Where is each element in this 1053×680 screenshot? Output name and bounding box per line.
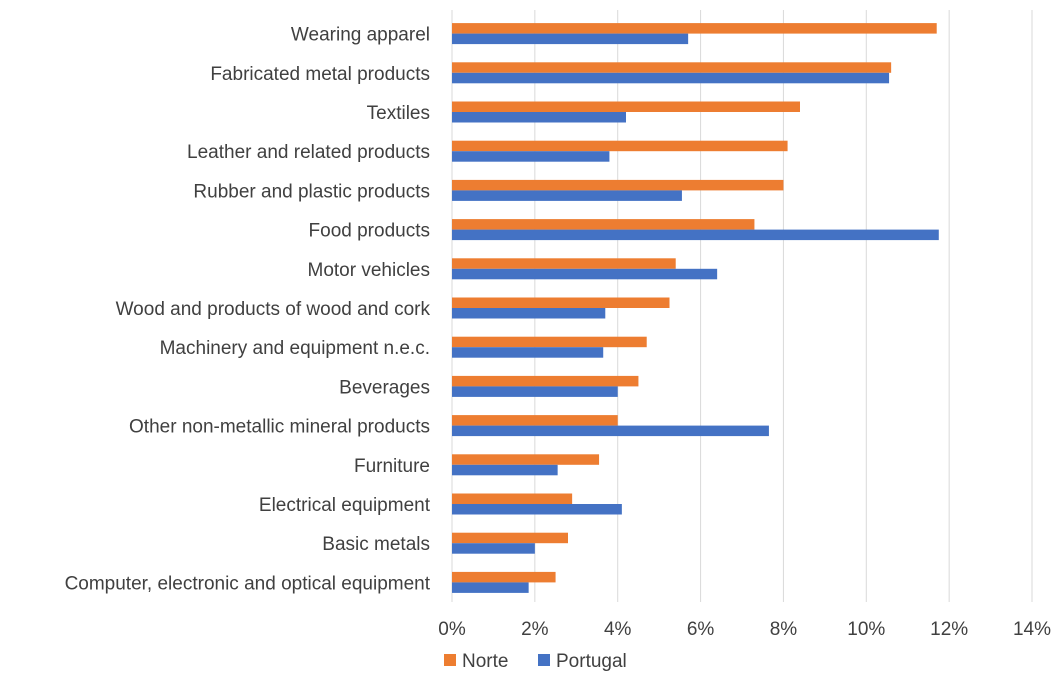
bar-portugal-11	[452, 464, 558, 476]
legend: Norte Portugal	[444, 651, 627, 672]
legend-label: Norte	[462, 651, 508, 672]
category-label: Wearing apparel	[291, 25, 430, 46]
category-label: Other non-metallic mineral products	[129, 417, 430, 438]
x-tick-label: 2%	[521, 619, 549, 640]
bar-norte-4	[452, 179, 784, 191]
bar-portugal-10	[452, 425, 769, 437]
category-label: Basic metals	[322, 534, 430, 555]
category-label: Wood and products of wood and cork	[116, 299, 431, 320]
x-tick-label: 8%	[770, 619, 798, 640]
x-tick-label: 14%	[1013, 619, 1051, 640]
legend-swatch	[538, 654, 550, 666]
bar-portugal-3	[452, 151, 610, 162]
bar-norte-14	[452, 571, 556, 583]
bar-portugal-9	[452, 386, 618, 397]
category-label: Electrical equipment	[259, 495, 431, 516]
category-label: Rubber and plastic products	[193, 181, 430, 202]
bar-norte-2	[452, 101, 800, 112]
legend-label: Portugal	[556, 651, 627, 672]
x-axis-tick-labels: 0% 2% 4% 6% 8% 10% 12% 14%	[438, 619, 1051, 640]
x-tick-label: 4%	[604, 619, 632, 640]
category-label: Motor vehicles	[308, 260, 431, 281]
category-label: Computer, electronic and optical equipme…	[65, 573, 431, 594]
bar-portugal-6	[452, 268, 718, 280]
bar-portugal-13	[452, 543, 535, 554]
bar-portugal-0	[452, 33, 689, 45]
category-label: Beverages	[339, 377, 430, 398]
legend-swatch	[444, 654, 456, 666]
bar-norte-0	[452, 23, 937, 34]
bar-portugal-7	[452, 308, 606, 319]
x-tick-label: 6%	[687, 619, 715, 640]
category-label: Machinery and equipment n.e.c.	[160, 338, 430, 359]
legend-item-norte: Norte	[444, 651, 508, 672]
bars	[452, 23, 939, 593]
bar-portugal-8	[452, 347, 604, 358]
bar-portugal-14	[452, 582, 529, 593]
bar-portugal-12	[452, 504, 622, 515]
bar-portugal-4	[452, 190, 682, 201]
bar-portugal-1	[452, 72, 890, 84]
category-label: Furniture	[354, 456, 430, 477]
bar-norte-9	[452, 375, 639, 387]
bar-norte-7	[452, 297, 670, 308]
category-label: Textiles	[367, 103, 430, 124]
bar-portugal-2	[452, 112, 626, 123]
bar-norte-5	[452, 219, 755, 230]
bar-norte-10	[452, 415, 618, 426]
bar-norte-6	[452, 258, 676, 269]
category-label: Food products	[309, 221, 430, 242]
x-tick-label: 10%	[847, 619, 885, 640]
x-tick-label: 0%	[438, 619, 466, 640]
legend-item-portugal: Portugal	[538, 651, 627, 672]
bar-norte-11	[452, 454, 600, 465]
category-labels: Wearing apparel Fabricated metal products…	[65, 25, 431, 595]
category-label: Leather and related products	[187, 142, 430, 163]
category-label: Fabricated metal products	[210, 64, 430, 85]
bar-portugal-5	[452, 229, 939, 241]
bar-norte-3	[452, 140, 788, 152]
bar-norte-1	[452, 62, 892, 73]
bar-norte-13	[452, 532, 568, 544]
bar-norte-8	[452, 336, 647, 348]
x-tick-label: 12%	[930, 619, 968, 640]
bar-norte-12	[452, 493, 573, 504]
